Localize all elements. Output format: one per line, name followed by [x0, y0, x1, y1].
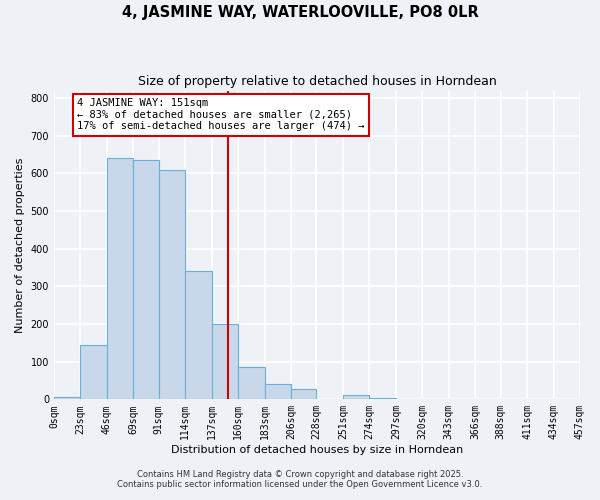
Y-axis label: Number of detached properties: Number of detached properties — [15, 158, 25, 332]
Bar — [185, 272, 212, 400]
X-axis label: Distribution of detached houses by size in Horndean: Distribution of detached houses by size … — [171, 445, 463, 455]
Bar — [212, 324, 238, 400]
Bar — [370, 398, 396, 400]
Bar — [80, 344, 107, 400]
Bar — [107, 158, 133, 400]
Bar — [291, 389, 316, 400]
Bar — [554, 398, 580, 400]
Title: Size of property relative to detached houses in Horndean: Size of property relative to detached ho… — [137, 75, 496, 88]
Bar — [54, 398, 80, 400]
Bar — [133, 160, 158, 400]
Text: Contains HM Land Registry data © Crown copyright and database right 2025.
Contai: Contains HM Land Registry data © Crown c… — [118, 470, 482, 489]
Text: 4, JASMINE WAY, WATERLOOVILLE, PO8 0LR: 4, JASMINE WAY, WATERLOOVILLE, PO8 0LR — [122, 5, 478, 20]
Bar — [238, 368, 265, 400]
Bar — [265, 384, 291, 400]
Bar — [158, 170, 185, 400]
Text: 4 JASMINE WAY: 151sqm
← 83% of detached houses are smaller (2,265)
17% of semi-d: 4 JASMINE WAY: 151sqm ← 83% of detached … — [77, 98, 364, 132]
Bar — [343, 395, 370, 400]
